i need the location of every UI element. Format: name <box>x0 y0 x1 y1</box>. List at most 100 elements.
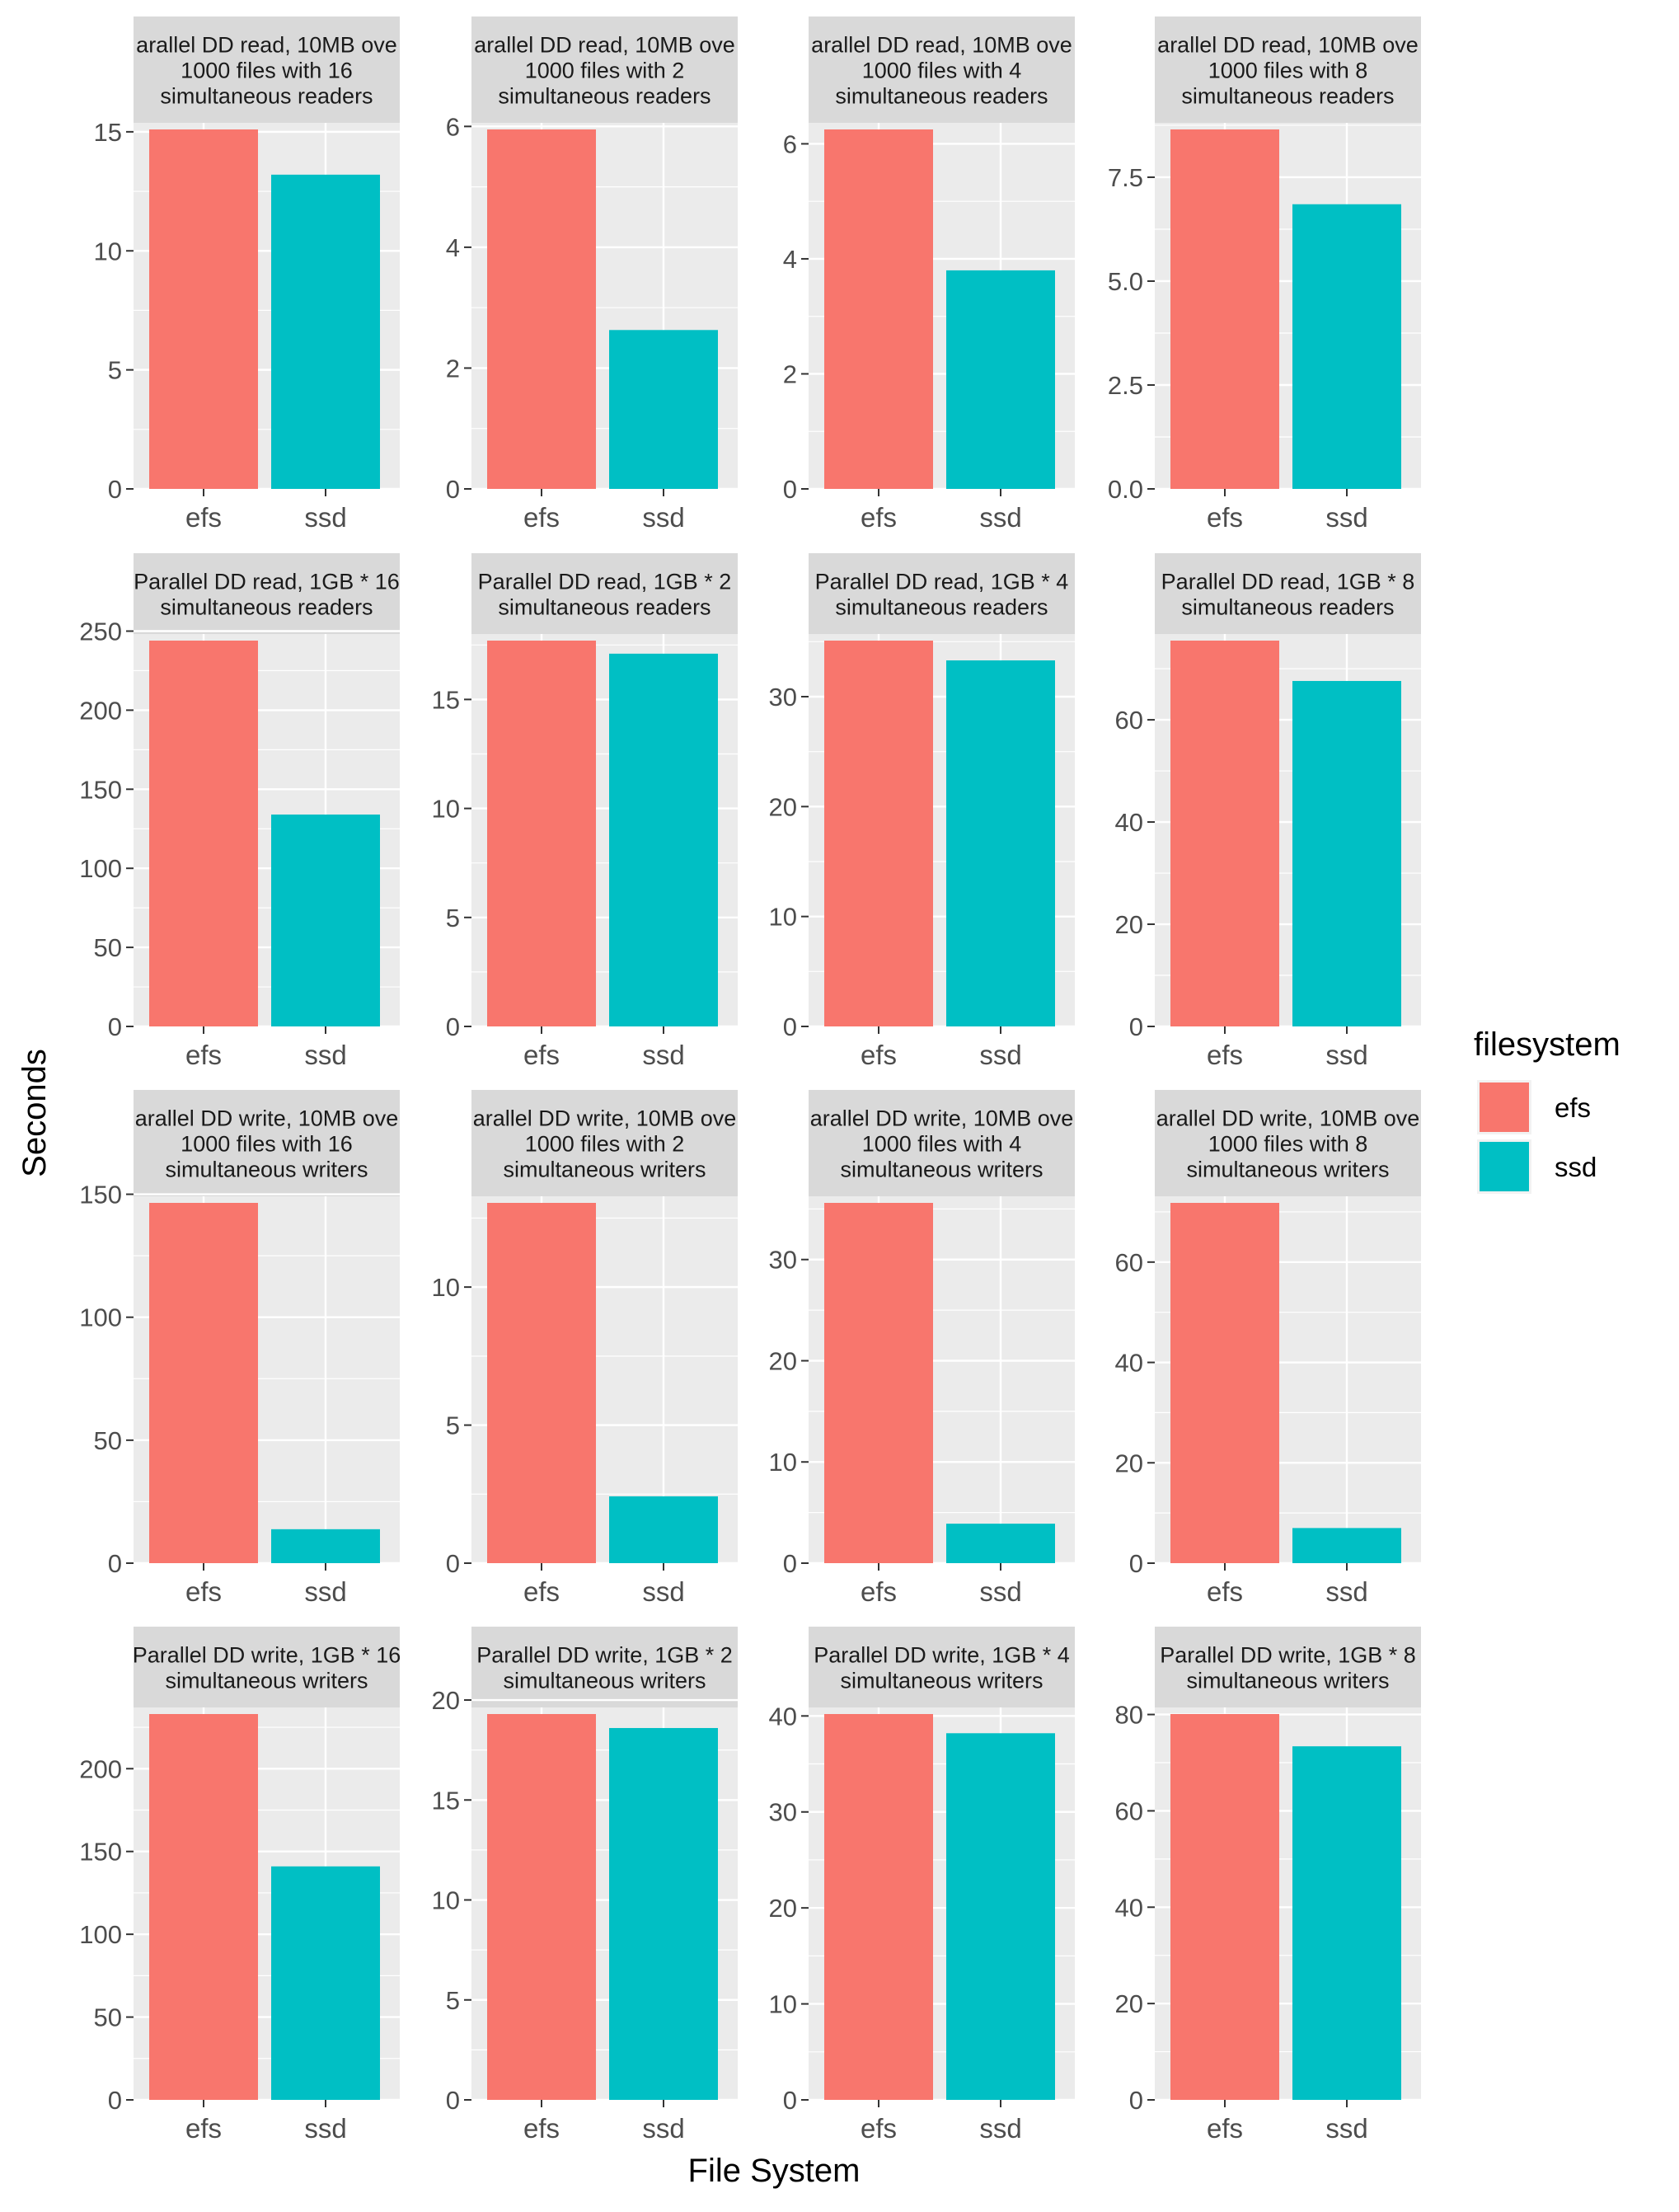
x-tick-label: ssd <box>979 502 1021 533</box>
y-tick-label: 0 <box>1129 1012 1143 1041</box>
facet-strip <box>134 1090 400 1196</box>
y-tick-label: 0 <box>783 1549 797 1578</box>
facet-panel: Parallel DD write, 1GB * 16simultaneous … <box>79 1627 400 2144</box>
y-tick-label: 0 <box>783 1012 797 1041</box>
bar-efs <box>824 129 933 489</box>
facet-strip-label: arallel DD write, 10MB ove <box>473 1106 737 1131</box>
x-tick-label: efs <box>861 1576 897 1607</box>
facet-strip-label: simultaneous writers <box>503 1158 706 1182</box>
bar-efs <box>487 1203 596 1563</box>
y-tick-label: 0 <box>1129 1549 1143 1578</box>
x-tick-label: ssd <box>1325 1576 1367 1607</box>
x-tick-label: efs <box>523 2113 560 2144</box>
facet-strip-label: simultaneous readers <box>160 595 373 620</box>
y-tick-label: 150 <box>79 1181 122 1209</box>
y-tick-label: 20 <box>432 1686 460 1715</box>
bar-efs <box>487 129 596 489</box>
x-tick-label: efs <box>1207 1040 1243 1070</box>
x-tick-label: ssd <box>1325 1040 1367 1070</box>
bar-ssd <box>609 330 718 489</box>
y-tick-label: 10 <box>432 795 460 824</box>
y-tick-label: 150 <box>79 775 122 804</box>
bar-efs <box>487 641 596 1026</box>
bar-efs <box>824 1714 933 2100</box>
y-tick-label: 0 <box>446 1012 460 1041</box>
bar-efs <box>1170 641 1279 1026</box>
x-tick-label: ssd <box>979 2113 1021 2144</box>
y-tick-label: 2.5 <box>1108 371 1143 400</box>
x-tick-label: ssd <box>304 2113 346 2144</box>
y-tick-label: 15 <box>432 685 460 714</box>
y-tick-label: 20 <box>769 792 797 821</box>
bar-ssd <box>1292 1746 1401 2100</box>
facet-strip <box>471 1090 738 1196</box>
x-tick-label: efs <box>861 1040 897 1070</box>
y-tick-label: 10 <box>769 1448 797 1477</box>
y-tick-label: 60 <box>1115 1796 1143 1825</box>
facet-strip <box>1155 553 1421 634</box>
y-tick-label: 5 <box>446 904 460 932</box>
y-tick-label: 60 <box>1115 1248 1143 1277</box>
y-tick-label: 30 <box>769 683 797 712</box>
facet-strip-label: Parallel DD write, 1GB * 8 <box>1160 1643 1416 1668</box>
facet-strip-label: 1000 files with 2 <box>525 1132 685 1157</box>
y-tick-label: 5 <box>108 356 122 385</box>
y-tick-label: 7.5 <box>1108 163 1143 192</box>
facet-strip-label: arallel DD read, 10MB ove <box>136 33 397 58</box>
y-tick-label: 10 <box>769 1990 797 2019</box>
facet-strip-label: 1000 files with 16 <box>181 59 353 83</box>
bar-efs <box>1170 129 1279 489</box>
bar-ssd <box>271 174 380 489</box>
facet-strip <box>1155 1090 1421 1196</box>
bar-efs <box>149 129 258 489</box>
facet-strip <box>134 553 400 634</box>
legend-key-ssd <box>1480 1142 1529 1191</box>
y-axis-title: Seconds <box>16 1049 53 1177</box>
facet-strip-label: simultaneous readers <box>160 84 373 109</box>
facet-strip <box>471 16 738 123</box>
x-tick-label: efs <box>861 502 897 533</box>
legend-title: filesystem <box>1474 1026 1620 1063</box>
facet-strip <box>471 553 738 634</box>
x-tick-label: ssd <box>1325 2113 1367 2144</box>
bar-ssd <box>946 1524 1055 1563</box>
y-tick-label: 200 <box>79 1754 122 1783</box>
y-tick-label: 40 <box>1115 808 1143 837</box>
y-tick-label: 250 <box>79 617 122 646</box>
facet-strip-label: simultaneous readers <box>835 595 1048 620</box>
y-tick-label: 30 <box>769 1798 797 1827</box>
facet-strip-label: 1000 files with 8 <box>1208 1132 1368 1157</box>
y-tick-label: 15 <box>94 118 122 147</box>
facet-strip <box>809 16 1075 123</box>
facet-strip-label: simultaneous writers <box>165 1669 368 1693</box>
y-tick-label: 4 <box>783 245 797 274</box>
y-tick-label: 5 <box>446 1986 460 2015</box>
bar-ssd <box>1292 204 1401 489</box>
x-tick-label: ssd <box>304 1040 346 1070</box>
x-tick-label: ssd <box>642 1040 684 1070</box>
y-tick-label: 20 <box>1115 1449 1143 1477</box>
facet-strip-label: simultaneous writers <box>840 1158 1043 1182</box>
bar-ssd <box>609 653 718 1026</box>
bar-efs <box>1170 1203 1279 1563</box>
bar-ssd <box>946 270 1055 489</box>
facet-strip-label: 1000 files with 8 <box>1208 59 1368 83</box>
facet-strip <box>809 1627 1075 1707</box>
y-tick-label: 100 <box>79 1303 122 1332</box>
x-tick-label: ssd <box>304 1576 346 1607</box>
y-tick-label: 0 <box>446 1549 460 1578</box>
facet-strip-label: 1000 files with 2 <box>525 59 685 83</box>
